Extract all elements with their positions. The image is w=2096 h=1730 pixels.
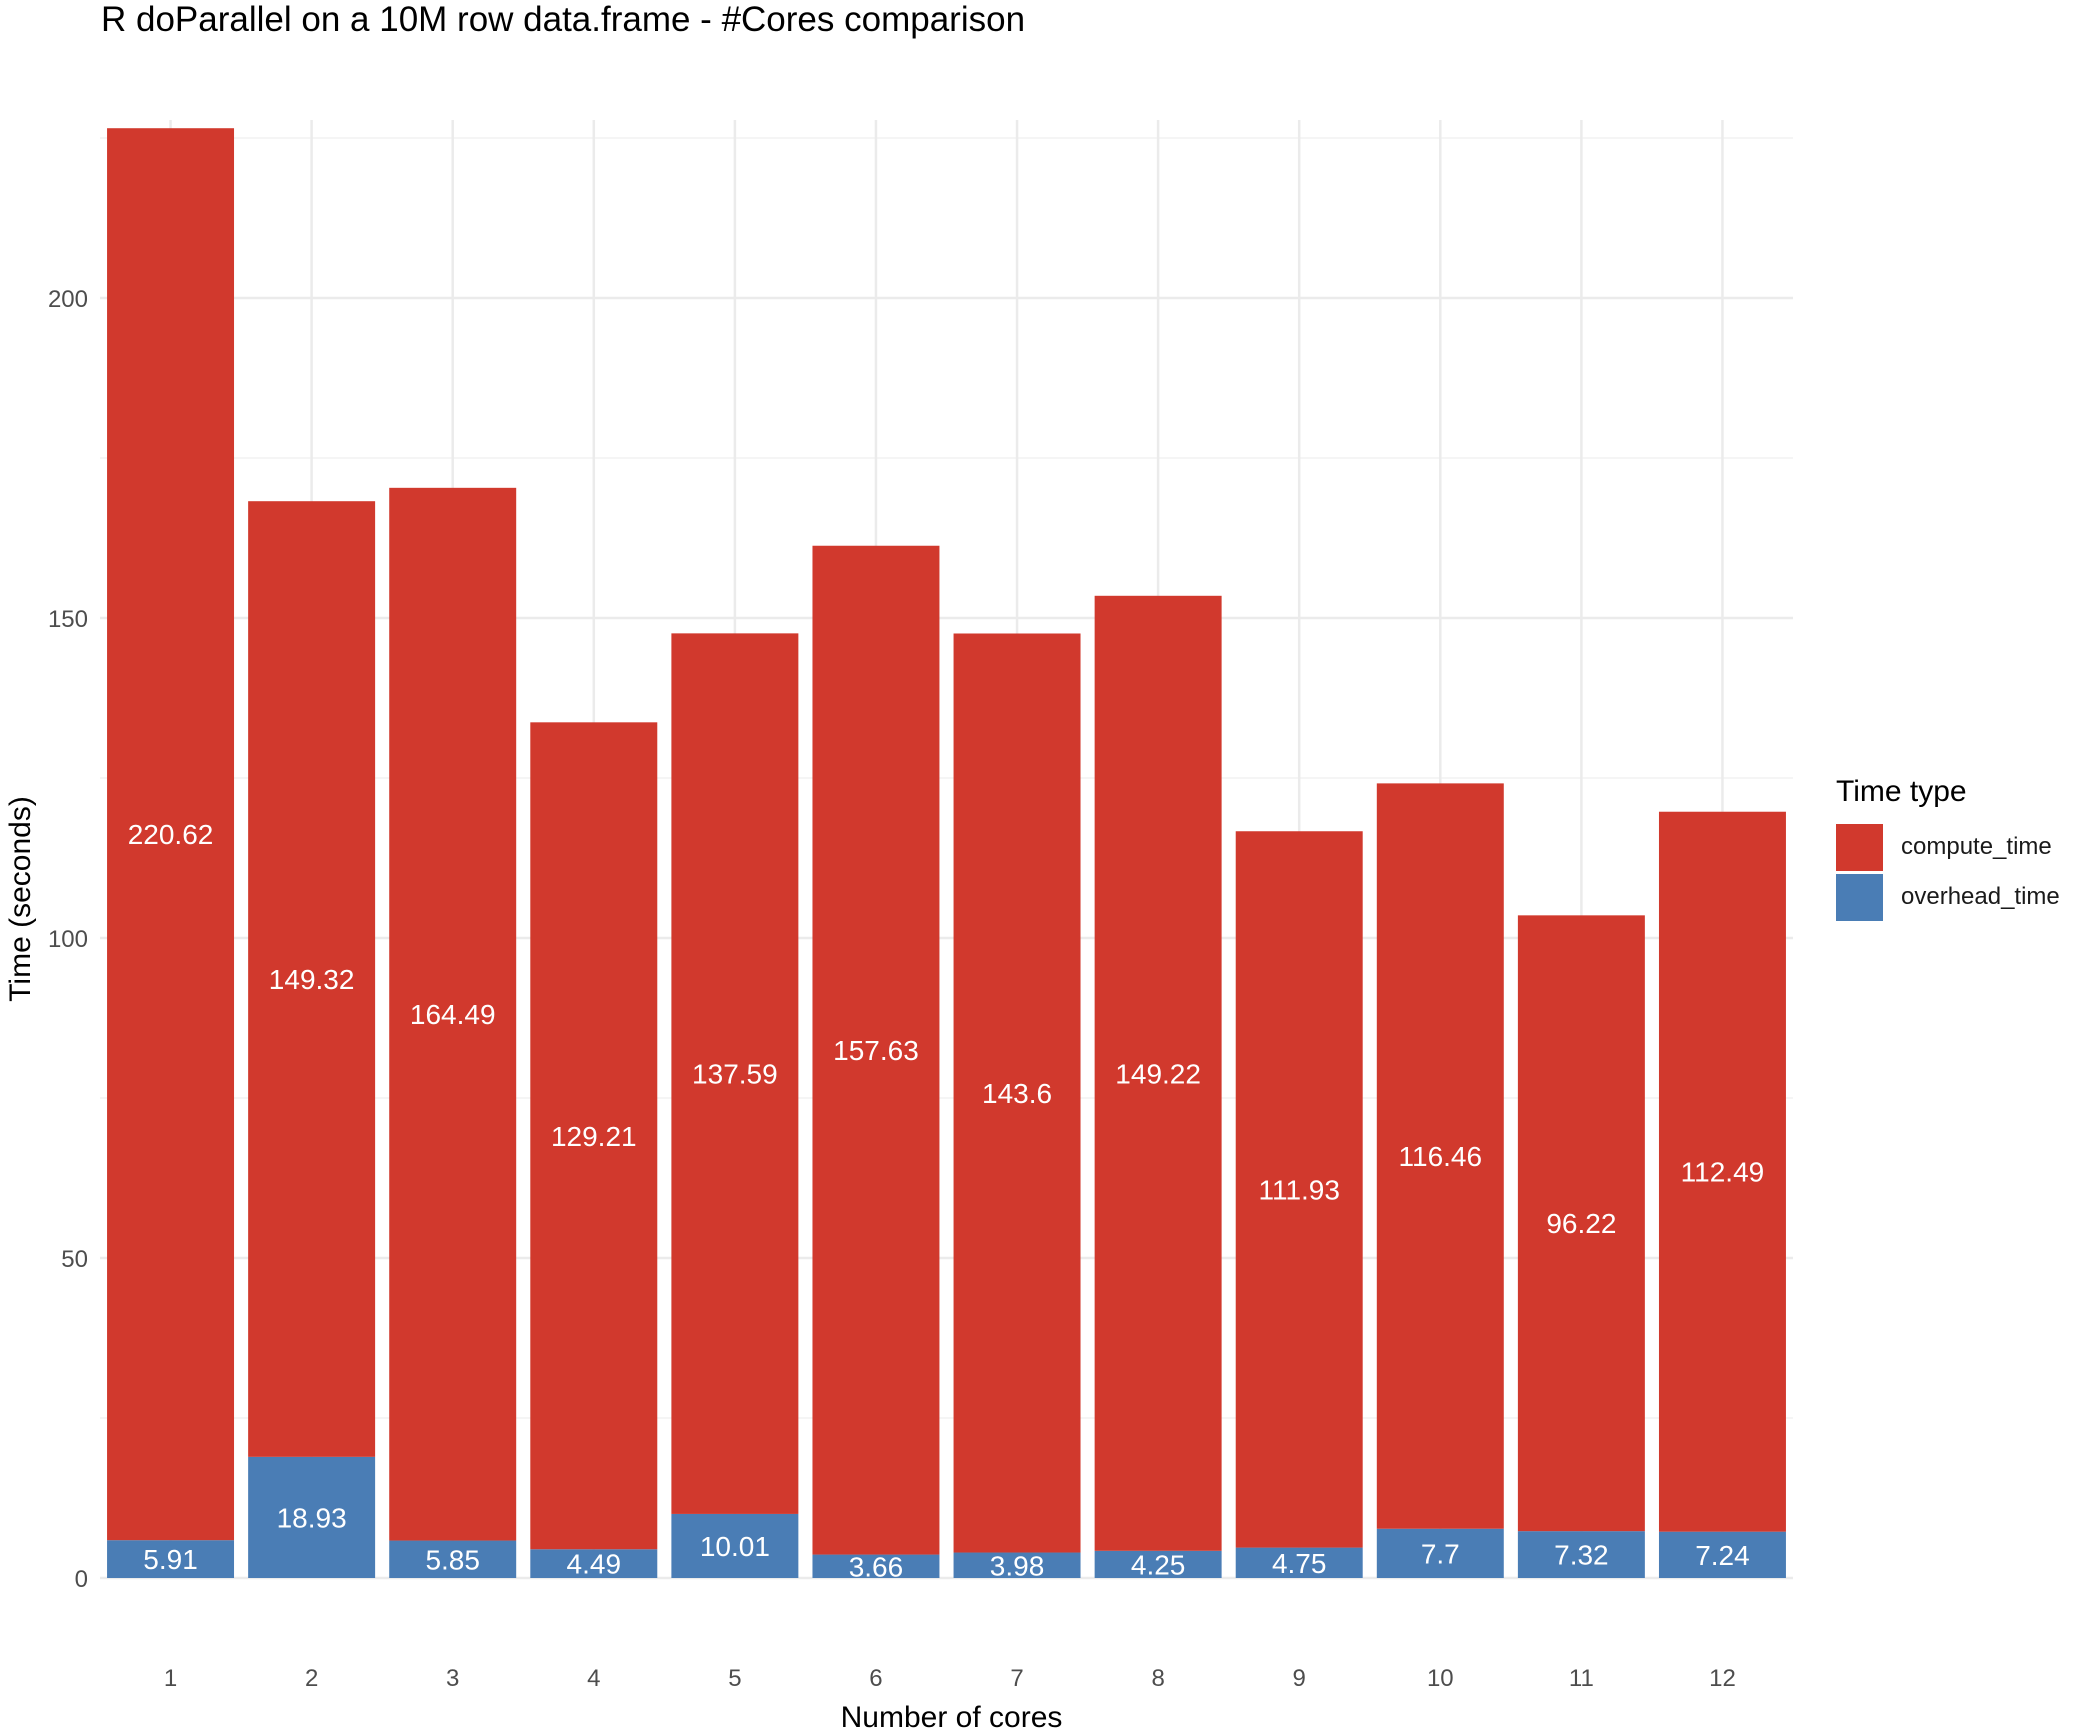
legend-title: Time type	[1836, 775, 1967, 808]
y-tick-label: 0	[75, 1566, 88, 1593]
x-axis-title: Number of cores	[841, 1701, 1063, 1730]
bar-overhead_time	[1658, 1531, 1786, 1578]
legend: Time type compute_time overhead_time	[1836, 774, 2060, 922]
x-tick-label: 12	[1709, 1665, 1736, 1692]
data-label-compute_time: 96.22	[1546, 1208, 1616, 1239]
data-label-compute_time: 116.46	[1399, 1141, 1483, 1172]
data-label-overhead_time: 4.25	[1131, 1549, 1186, 1580]
bar-compute_time	[248, 501, 376, 1457]
data-label-compute_time: 149.32	[269, 964, 355, 995]
x-tick-label: 4	[587, 1665, 600, 1692]
bar-compute_time	[107, 128, 235, 1541]
data-label-overhead_time: 5.85	[425, 1544, 480, 1575]
data-labels: 5.91 220.62 18.93 149.32 5.85 164.49 4.49 129.2…	[128, 819, 1765, 1582]
y-tick-label: 200	[48, 286, 88, 313]
legend-item: overhead_time	[1836, 872, 2060, 922]
x-tick-label: 1	[164, 1665, 177, 1692]
bar-compute_time	[1235, 831, 1363, 1548]
data-label-compute_time: 149.22	[1115, 1058, 1201, 1089]
x-tick-label: 5	[728, 1665, 741, 1692]
x-tick-label: 6	[869, 1665, 882, 1692]
y-axis-title: Time (seconds)	[4, 796, 37, 1002]
bar-compute_time	[671, 633, 799, 1514]
data-label-compute_time: 111.93	[1258, 1174, 1339, 1205]
bar-overhead_time	[1235, 1547, 1363, 1578]
bar-overhead_time	[812, 1554, 940, 1578]
data-label-compute_time: 157.63	[833, 1035, 919, 1066]
bar-compute_time	[1094, 595, 1222, 1551]
bar-overhead_time	[530, 1549, 658, 1578]
x-tick-label: 7	[1010, 1665, 1023, 1692]
x-tick-label: 10	[1427, 1665, 1454, 1692]
bar-compute_time	[812, 545, 940, 1555]
bar-overhead_time	[248, 1456, 376, 1578]
x-tick-label: 8	[1151, 1665, 1164, 1692]
data-label-compute_time: 220.62	[128, 819, 214, 850]
legend-key	[1836, 873, 1883, 921]
legend-label: compute_time	[1901, 833, 2052, 860]
x-tick-label: 9	[1293, 1665, 1306, 1692]
data-label-compute_time: 112.49	[1681, 1157, 1765, 1188]
x-tick-label: 3	[446, 1665, 459, 1692]
bar-compute_time	[1658, 811, 1786, 1532]
data-label-overhead_time: 7.32	[1554, 1540, 1609, 1571]
bar-overhead_time	[1517, 1531, 1645, 1578]
x-tick-label: 2	[305, 1665, 318, 1692]
data-label-overhead_time: 4.49	[567, 1549, 622, 1580]
data-label-compute_time: 129.21	[551, 1121, 637, 1152]
legend-key	[1836, 823, 1883, 871]
data-label-overhead_time: 5.91	[143, 1544, 198, 1575]
data-label-overhead_time: 3.98	[990, 1550, 1045, 1581]
y-tick-label: 50	[61, 1246, 88, 1273]
data-label-compute_time: 164.49	[410, 999, 496, 1030]
bar-compute_time	[1517, 915, 1645, 1532]
bar-overhead_time	[671, 1513, 799, 1578]
bar-overhead_time	[389, 1540, 517, 1578]
legend-label: overhead_time	[1901, 883, 2060, 910]
data-label-overhead_time: 4.75	[1272, 1548, 1327, 1579]
chart-title: R doParallel on a 10M row data.frame - #…	[101, 0, 1026, 39]
bar-overhead_time	[953, 1552, 1081, 1578]
x-tick-label: 11	[1569, 1665, 1594, 1692]
bar-overhead_time	[1376, 1528, 1504, 1578]
bar-compute_time	[530, 722, 658, 1550]
data-label-compute_time: 143.6	[982, 1078, 1052, 1109]
bar-compute_time	[953, 633, 1081, 1553]
data-label-overhead_time: 7.24	[1695, 1540, 1750, 1571]
bar-compute_time	[389, 487, 517, 1541]
y-tick-label: 100	[48, 926, 88, 953]
y-tick-label: 150	[48, 606, 88, 633]
legend-item: compute_time	[1836, 822, 2060, 872]
data-label-overhead_time: 10.01	[700, 1531, 770, 1562]
data-label-compute_time: 137.59	[692, 1059, 778, 1090]
bar-overhead_time	[1094, 1550, 1222, 1578]
bars	[107, 128, 1786, 1578]
data-label-overhead_time: 7.7	[1421, 1538, 1460, 1569]
bar-overhead_time	[107, 1540, 235, 1578]
data-label-overhead_time: 18.93	[277, 1502, 347, 1533]
data-label-overhead_time: 3.66	[849, 1551, 904, 1582]
bar-compute_time	[1376, 783, 1504, 1529]
